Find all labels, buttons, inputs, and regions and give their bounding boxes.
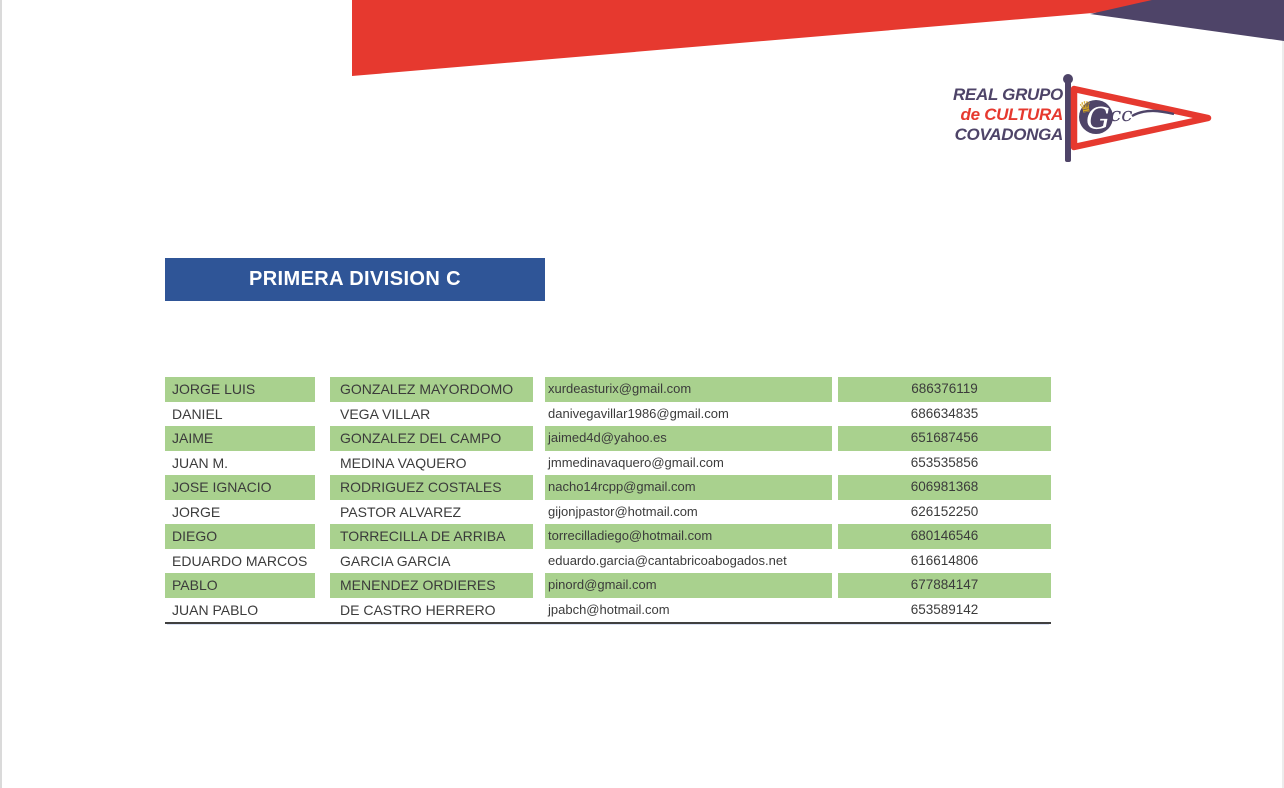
email-cell: nacho14rcpp@gmail.com [545,475,838,500]
club-logo-text: REAL GRUPO de CULTURA COVADONGA [873,85,1063,145]
crown-icon: ♛ [1077,98,1094,117]
logo-line-1: REAL GRUPO [952,85,1063,104]
table-row: EDUARDO MARCOS GARCIA GARCIA eduardo.gar… [165,548,1051,573]
first-name-cell: JOSE IGNACIO [165,475,330,500]
first-name-cell: JORGE [165,499,330,524]
first-name-cell: DIEGO [165,524,330,549]
phone-cell: 626152250 [910,503,979,519]
section-title: PRIMERA DIVISION C [248,268,462,290]
table-row: JORGE PASTOR ALVAREZ gijonjpastor@hotmai… [165,499,1051,524]
last-name-cell: PASTOR ALVAREZ [330,499,545,524]
roster-table: JORGE LUIS GONZALEZ MAYORDOMO xurdeastur… [165,377,1051,624]
last-name-cell: GONZALEZ DEL CAMPO [330,426,545,451]
email-cell: jmmedinavaquero@gmail.com [545,450,838,475]
page-right-edge [1282,0,1284,788]
last-name-cell: RODRIGUEZ COSTALES [330,475,545,500]
phone-cell: 686376119 [911,381,978,396]
email-cell: danivegavillar1986@gmail.com [545,401,838,426]
email-cell: gijonjpastor@hotmail.com [545,499,838,524]
table-row: JUAN M. MEDINA VAQUERO jmmedinavaquero@g… [165,450,1051,475]
phone-cell: 606981368 [910,479,979,494]
phone-cell: 653535856 [910,454,979,470]
phone-cell: 653589142 [910,601,979,617]
monogram-flourish [1131,109,1175,118]
pennant-roundel [1079,100,1113,134]
table-row: DIEGO TORRECILLA DE ARRIBA torrecilladie… [165,524,1051,549]
table-row: JAIME GONZALEZ DEL CAMPO jaimed4d@yahoo.… [165,426,1051,451]
email-cell: jaimed4d@yahoo.es [545,426,838,451]
email-cell: torrecilladiego@hotmail.com [545,524,838,549]
table-row: JORGE LUIS GONZALEZ MAYORDOMO xurdeastur… [165,377,1051,402]
phone-cell: 686634835 [910,405,979,421]
purple-corner-ribbon [1090,0,1284,41]
table-row: JOSE IGNACIO RODRIGUEZ COSTALES nacho14r… [165,475,1051,500]
section-title-bar: PRIMERA DIVISION C [165,258,545,301]
monogram-cc: cc [1110,102,1132,126]
red-ribbon [352,0,1245,76]
table-row: DANIEL VEGA VILLAR danivegavillar1986@gm… [165,401,1051,426]
phone-cell: 680146546 [910,528,979,543]
table-row: JUAN PABLO DE CASTRO HERRERO jpabch@hotm… [165,597,1051,622]
phone-cell: 677884147 [910,577,979,592]
pennant-shape [1070,85,1212,151]
club-pennant-icon: ♛ G cc [1063,74,1212,162]
first-name-cell: JUAN M. [165,450,330,475]
logo-line-2: de CULTURA [960,105,1064,124]
first-name-cell: DANIEL [165,401,330,426]
last-name-cell: MEDINA VAQUERO [330,450,545,475]
last-name-cell: GARCIA GARCIA [330,548,545,573]
monogram-g: G [1086,102,1110,137]
header-banner [352,0,1284,76]
first-name-cell: JAIME [165,426,330,451]
first-name-cell: JUAN PABLO [165,597,330,622]
first-name-cell: JORGE LUIS [165,377,330,402]
email-cell: jpabch@hotmail.com [545,597,838,622]
flagpole [1065,80,1071,162]
first-name-cell: EDUARDO MARCOS [165,548,330,573]
email-cell: pinord@gmail.com [545,573,838,598]
last-name-cell: GONZALEZ MAYORDOMO [330,377,545,402]
first-name-cell: PABLO [165,573,330,598]
logo-line-3: COVADONGA [954,125,1064,144]
last-name-cell: VEGA VILLAR [330,401,545,426]
email-cell: xurdeasturix@gmail.com [545,377,838,402]
last-name-cell: MENENDEZ ORDIERES [330,573,545,598]
table-row: PABLO MENENDEZ ORDIERES pinord@gmail.com… [165,573,1051,598]
last-name-cell: DE CASTRO HERRERO [330,597,545,622]
email-cell: eduardo.garcia@cantabricoabogados.net [545,548,838,573]
phone-cell: 616614806 [910,552,979,568]
last-name-cell: TORRECILLA DE ARRIBA [330,524,545,549]
page-left-edge [0,0,2,788]
phone-cell: 651687456 [910,430,979,445]
